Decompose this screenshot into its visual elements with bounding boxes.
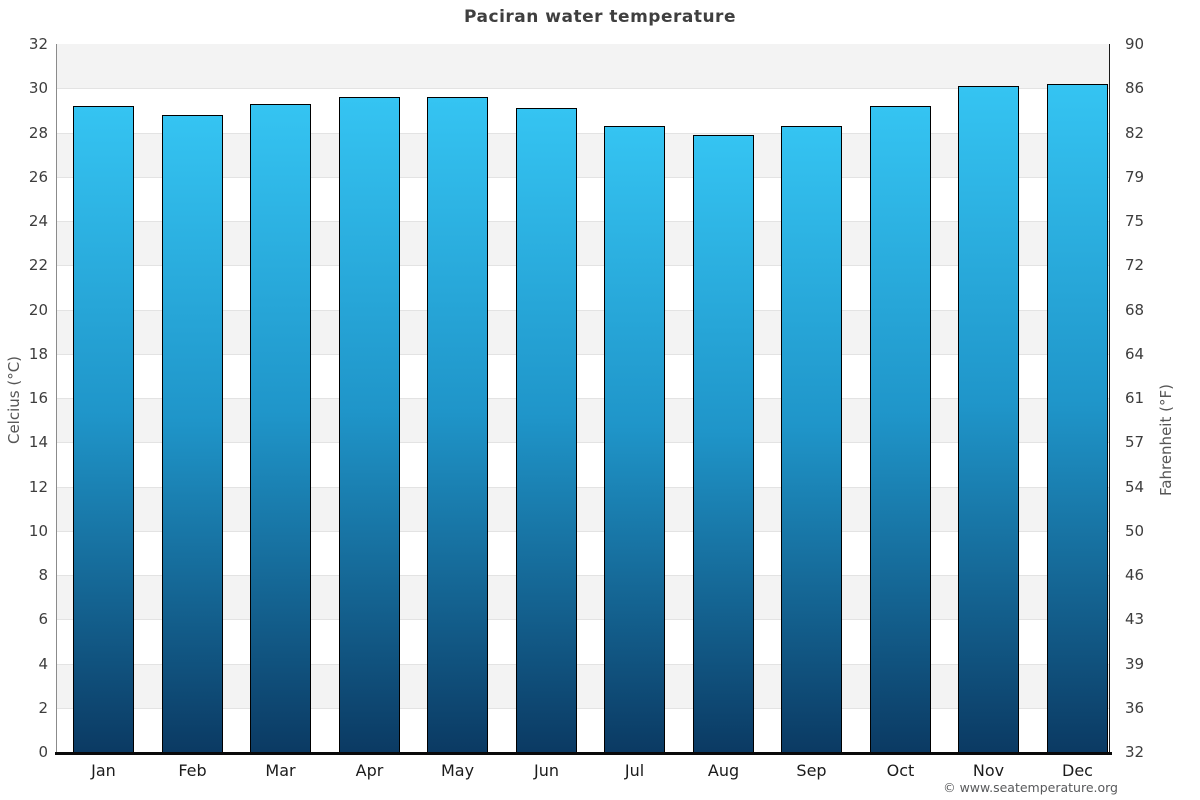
grid-band: [57, 530, 1110, 575]
grid-band: [57, 707, 1110, 752]
x-axis-ticks-months: Jan Feb Mar Apr May Jun Jul Aug Sep Oct Nov Dec: [57, 758, 1110, 784]
gridline: [57, 663, 1110, 665]
grid-band: [57, 132, 1110, 177]
y-tick-left-12: 12: [28, 477, 48, 496]
y-tick-right-32: 32: [1125, 743, 1145, 761]
grid-band: [57, 398, 1110, 443]
y-tick-left-16: 16: [28, 389, 48, 407]
y-tick-right-50: 50: [1125, 521, 1145, 540]
grid-band: [57, 353, 1110, 398]
y-tick-left-14: 14: [28, 433, 48, 452]
gridline: [57, 442, 1110, 444]
y-tick-left-22: 22: [28, 256, 48, 275]
bar-nov: [958, 86, 1019, 752]
y-axis-ticks-fahrenheit: 90 86 82 79 75 72 68 64 61 57 54 50 46 43 39 36 32: [1125, 35, 1185, 761]
x-tick-jun: Jun: [534, 761, 559, 780]
y-tick-right-36: 36: [1125, 698, 1145, 717]
bar-jan: [73, 106, 134, 752]
y-tick-left-20: 20: [28, 300, 48, 319]
bar-sep: [781, 126, 842, 752]
y-tick-left-8: 8: [38, 566, 48, 584]
y-tick-left-26: 26: [28, 167, 48, 186]
bar-jun: [516, 108, 577, 752]
x-tick-jul: Jul: [624, 761, 645, 780]
gridline: [57, 309, 1110, 311]
gridline: [57, 619, 1110, 621]
grid-band: [57, 176, 1110, 221]
grid-band: [57, 575, 1110, 620]
y-tick-left-4: 4: [38, 654, 48, 673]
bar-may: [427, 97, 488, 752]
grid-band: [57, 486, 1110, 531]
y-tick-right-86: 86: [1125, 79, 1145, 98]
bar-mar: [250, 104, 311, 752]
grid-band: [57, 663, 1110, 708]
x-tick-mar: Mar: [265, 761, 296, 780]
grid-band: [57, 619, 1110, 664]
x-tick-dec: Dec: [1062, 761, 1093, 780]
gridline: [57, 575, 1110, 576]
y-tick-left-2: 2: [38, 698, 48, 717]
bar-feb: [162, 115, 223, 752]
y-tick-right-68: 68: [1125, 300, 1145, 319]
y-tick-left-28: 28: [28, 123, 48, 142]
y-tick-right-61: 61: [1125, 389, 1145, 407]
y-tick-left-32: 32: [28, 35, 48, 53]
grid-band: [57, 44, 1110, 89]
y-tick-right-46: 46: [1125, 566, 1145, 584]
y-axis-line-left: [56, 44, 57, 752]
gridline: [57, 176, 1110, 178]
gridline: [57, 707, 1110, 709]
bar-oct: [870, 106, 931, 752]
grid-band: [57, 309, 1110, 354]
y-tick-right-57: 57: [1125, 433, 1145, 452]
gridline: [57, 88, 1110, 90]
grid-band: [57, 265, 1110, 310]
bar-aug: [693, 135, 754, 752]
y-tick-right-39: 39: [1125, 654, 1145, 673]
y-tick-left-30: 30: [28, 79, 48, 98]
x-tick-nov: Nov: [972, 761, 1005, 780]
bar-dec: [1047, 84, 1108, 752]
bar-jul: [604, 126, 665, 752]
plot-area: [55, 44, 1112, 755]
x-tick-may: May: [440, 761, 475, 780]
y-tick-right-75: 75: [1125, 212, 1145, 230]
x-tick-apr: Apr: [355, 761, 384, 780]
y-tick-right-43: 43: [1125, 610, 1145, 629]
bar-apr: [339, 97, 400, 752]
y-tick-right-64: 64: [1125, 344, 1145, 363]
chart-title: Paciran water temperature: [464, 7, 736, 27]
gridline: [57, 221, 1110, 222]
gridline: [57, 486, 1110, 488]
x-tick-jan: Jan: [91, 761, 116, 780]
y-tick-left-10: 10: [28, 521, 48, 540]
x-tick-aug: Aug: [707, 761, 740, 780]
x-tick-oct: Oct: [886, 761, 915, 780]
gridline: [57, 398, 1110, 399]
y-axis-ticks-celsius: 32 30 28 26 24 22 20 18 16 14 12 10 8 6 4 2 0: [0, 35, 48, 761]
grid-band: [57, 442, 1110, 487]
gridline: [57, 353, 1110, 355]
y-tick-left-18: 18: [28, 344, 48, 363]
y-tick-left-6: 6: [38, 610, 48, 629]
y-tick-right-79: 79: [1125, 167, 1145, 186]
x-axis-line: [55, 752, 1112, 755]
y-tick-right-72: 72: [1125, 256, 1145, 275]
y-tick-left-0: 0: [38, 743, 48, 761]
y-tick-left-24: 24: [28, 212, 48, 230]
grid-band: [57, 88, 1110, 133]
x-tick-sep: Sep: [796, 761, 827, 780]
y-axis-line-right: [1109, 44, 1110, 755]
grid-band: [57, 221, 1110, 266]
y-tick-right-90: 90: [1125, 35, 1145, 53]
gridline: [57, 530, 1110, 532]
y-tick-right-54: 54: [1125, 477, 1145, 496]
gridline: [57, 132, 1110, 134]
y-tick-right-82: 82: [1125, 123, 1145, 142]
gridline: [57, 265, 1110, 267]
x-tick-feb: Feb: [178, 761, 207, 780]
copyright-note: © www.seatemperature.org: [943, 780, 1118, 795]
